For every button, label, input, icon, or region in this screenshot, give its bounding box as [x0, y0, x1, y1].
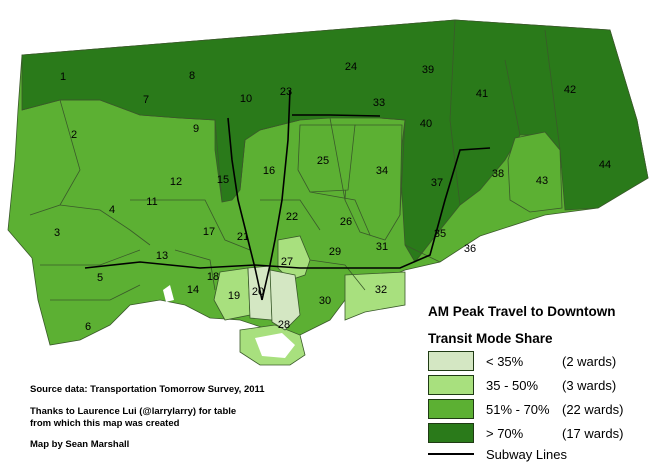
ward-32-area: [344, 271, 406, 321]
ward-label-2: 2: [71, 129, 77, 141]
ward-label-37: 37: [431, 177, 443, 189]
legend-row-51-70: 51% - 70% (22 wards): [428, 398, 623, 420]
subway-legend-label: Subway Lines: [486, 446, 567, 462]
legend-range: 35 - 50%: [486, 377, 539, 393]
legend-swatch-lt35: [428, 351, 474, 371]
legend-row-subway: Subway Lines: [428, 443, 567, 465]
ward-label-9: 9: [193, 123, 199, 135]
ward-label-40: 40: [420, 118, 432, 130]
ward-label-26: 26: [340, 216, 352, 228]
legend-range: > 70%: [486, 425, 524, 441]
ward-label-18: 18: [207, 271, 219, 283]
thanks-credit-line1: Thanks to Laurence Lui (@larrylarry) for…: [30, 406, 237, 417]
ward-label-5: 5: [97, 272, 103, 284]
ward-label-12: 12: [170, 176, 182, 188]
ward-label-29: 29: [329, 246, 341, 258]
subway-lines: [84, 89, 491, 301]
ward-label-1: 1: [60, 71, 66, 83]
ward-label-38: 38: [492, 168, 504, 180]
legend-count: (22 wards): [562, 401, 624, 417]
ward-label-20: 20: [252, 286, 264, 298]
ward-43-area: [507, 131, 563, 213]
ward-label-42: 42: [564, 84, 576, 96]
ward-label-25: 25: [317, 155, 329, 167]
legend-row-lt35: < 35% (2 wards): [428, 350, 616, 372]
ward-label-33: 33: [373, 97, 385, 109]
ward-label-24: 24: [345, 61, 357, 73]
legend-count: (17 wards): [562, 425, 624, 441]
ward-19-area: [213, 267, 251, 321]
legend-title: AM Peak Travel to Downtown: [428, 304, 616, 319]
ward-label-4: 4: [109, 204, 115, 216]
legend-row-35-50: 35 - 50% (3 wards): [428, 374, 616, 396]
harbour-water: [255, 333, 295, 358]
legend-subtitle: Transit Mode Share: [428, 331, 553, 346]
legend-swatch-51-70: [428, 399, 474, 419]
ward-label-7: 7: [143, 94, 149, 106]
ward-label-30: 30: [319, 295, 331, 307]
source-credit: Source data: Transportation Tomorrow Sur…: [30, 384, 265, 395]
ward-label-43: 43: [536, 175, 548, 187]
ward-boundaries: [21, 19, 561, 301]
ward-label-10: 10: [240, 93, 252, 105]
ward-label-27: 27: [281, 256, 293, 268]
ward-label-31: 31: [376, 241, 388, 253]
ward-label-21: 21: [237, 231, 249, 243]
ward-label-3: 3: [54, 227, 60, 239]
thanks-credit-line2: from which this map was created: [30, 418, 180, 429]
ward-label-16: 16: [263, 165, 275, 177]
ward-label-44: 44: [599, 159, 611, 171]
ward-label-34: 34: [376, 165, 388, 177]
legend-row-gt70: > 70% (17 wards): [428, 422, 623, 444]
ward-label-8: 8: [189, 70, 195, 82]
ward-label-17: 17: [203, 226, 215, 238]
ward-27-area: [277, 235, 311, 281]
ward-label-13: 13: [156, 250, 168, 262]
subway-line-swatch: [428, 453, 474, 455]
legend-range: 51% - 70%: [486, 401, 550, 417]
legend-swatch-gt70: [428, 423, 474, 443]
ward-label-6: 6: [85, 321, 91, 333]
ward-label-19: 19: [228, 290, 240, 302]
ward-label-39: 39: [422, 64, 434, 76]
ward-label-32: 32: [375, 284, 387, 296]
ward-label-36: 36: [464, 243, 476, 255]
ward-label-15: 15: [217, 174, 229, 186]
legend-swatch-35-50: [428, 375, 474, 395]
ward-label-41: 41: [476, 88, 488, 100]
lake-shore-water: [163, 285, 174, 302]
ward-label-11: 11: [146, 196, 157, 208]
author-credit: Map by Sean Marshall: [30, 439, 130, 450]
legend-count: (2 wards): [562, 353, 617, 369]
ward-label-22: 22: [286, 211, 298, 223]
ward-label-35: 35: [434, 228, 446, 240]
ward-label-23: 23: [280, 86, 292, 98]
ward-label-28: 28: [278, 319, 290, 331]
ward-label-14: 14: [187, 284, 199, 296]
legend-count: (3 wards): [562, 377, 617, 393]
legend-range: < 35%: [486, 353, 524, 369]
ward-28-area: [269, 269, 301, 331]
